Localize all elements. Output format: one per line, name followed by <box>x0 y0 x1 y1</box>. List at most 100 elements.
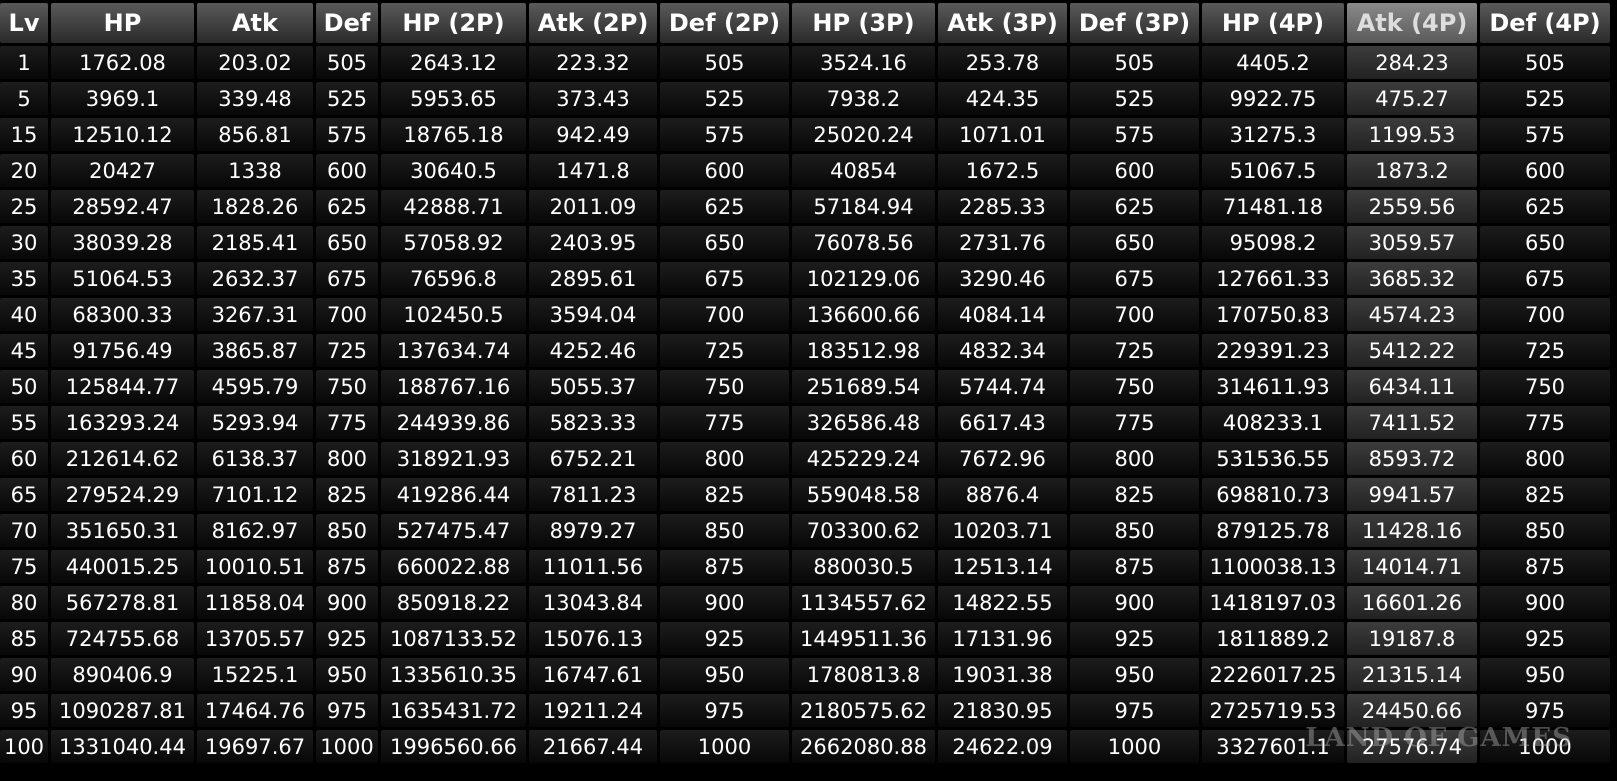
table-cell: 30 <box>0 226 48 259</box>
column-header: Def (3P) <box>1070 3 1199 43</box>
table-cell: 1071.01 <box>938 118 1067 151</box>
table-cell: 625 <box>1480 190 1610 223</box>
table-cell: 10203.71 <box>938 514 1067 547</box>
table-cell: 9922.75 <box>1202 82 1344 115</box>
table-cell: 3865.87 <box>197 334 313 367</box>
table-cell: 8162.97 <box>197 514 313 547</box>
table-cell: 91756.49 <box>51 334 194 367</box>
table-cell: 2632.37 <box>197 262 313 295</box>
table-cell: 950 <box>660 658 789 691</box>
table-cell: 975 <box>660 694 789 727</box>
table-cell: 7811.23 <box>529 478 657 511</box>
table-cell: 1996560.66 <box>381 730 526 763</box>
table-cell: 30640.5 <box>381 154 526 187</box>
column-header: Def (4P) <box>1480 3 1610 43</box>
table-cell: 65 <box>0 478 48 511</box>
table-cell: 875 <box>1480 550 1610 583</box>
table-cell: 505 <box>660 46 789 79</box>
table-cell: 525 <box>316 82 378 115</box>
table-cell: 2662080.88 <box>792 730 935 763</box>
watermark: LAND OF GAMES <box>1305 723 1572 753</box>
table-cell: 35 <box>0 262 48 295</box>
table-cell: 725 <box>660 334 789 367</box>
table-cell: 1090287.81 <box>51 694 194 727</box>
table-cell: 1100038.13 <box>1202 550 1344 583</box>
table-cell: 244939.86 <box>381 406 526 439</box>
table-cell: 700 <box>660 298 789 331</box>
column-header: Atk (2P) <box>529 3 657 43</box>
table-cell: 600 <box>316 154 378 187</box>
table-cell: 675 <box>1480 262 1610 295</box>
table-cell: 4405.2 <box>1202 46 1344 79</box>
table-cell: 183512.98 <box>792 334 935 367</box>
table-cell: 318921.93 <box>381 442 526 475</box>
table-cell: 16601.26 <box>1347 586 1477 619</box>
column-header: HP (2P) <box>381 3 526 43</box>
table-cell: 38039.28 <box>51 226 194 259</box>
table-cell: 7101.12 <box>197 478 313 511</box>
table-cell: 60 <box>0 442 48 475</box>
table-cell: 475.27 <box>1347 82 1477 115</box>
table-cell: 856.81 <box>197 118 313 151</box>
table-cell: 2559.56 <box>1347 190 1477 223</box>
table-cell: 525 <box>1480 82 1610 115</box>
table-cell: 625 <box>316 190 378 223</box>
table-cell: 20 <box>0 154 48 187</box>
table-cell: 203.02 <box>197 46 313 79</box>
table-cell: 70 <box>0 514 48 547</box>
table-cell: 750 <box>1480 370 1610 403</box>
table-cell: 505 <box>1070 46 1199 79</box>
table-cell: 6138.37 <box>197 442 313 475</box>
table-cell: 339.48 <box>197 82 313 115</box>
table-cell: 253.78 <box>938 46 1067 79</box>
table-cell: 408233.1 <box>1202 406 1344 439</box>
table-cell: 900 <box>1480 586 1610 619</box>
table-cell: 675 <box>660 262 789 295</box>
table-cell: 925 <box>1070 622 1199 655</box>
table-cell: 440015.25 <box>51 550 194 583</box>
table-cell: 660022.88 <box>381 550 526 583</box>
table-cell: 3290.46 <box>938 262 1067 295</box>
table-cell: 12513.14 <box>938 550 1067 583</box>
table-cell: 950 <box>1070 658 1199 691</box>
table-cell: 2180575.62 <box>792 694 935 727</box>
table-cell: 5823.33 <box>529 406 657 439</box>
column-header: HP (4P) <box>1202 3 1344 43</box>
table-cell: 15225.1 <box>197 658 313 691</box>
table-cell: 11011.56 <box>529 550 657 583</box>
table-cell: 850 <box>1480 514 1610 547</box>
table-cell: 890406.9 <box>51 658 194 691</box>
table-cell: 600 <box>1070 154 1199 187</box>
table-cell: 10010.51 <box>197 550 313 583</box>
table-cell: 1471.8 <box>529 154 657 187</box>
table-cell: 76078.56 <box>792 226 935 259</box>
table-cell: 925 <box>1480 622 1610 655</box>
table-cell: 12510.12 <box>51 118 194 151</box>
table-cell: 942.49 <box>529 118 657 151</box>
table-cell: 505 <box>316 46 378 79</box>
table-cell: 76596.8 <box>381 262 526 295</box>
table-cell: 975 <box>316 694 378 727</box>
table-cell: 2895.61 <box>529 262 657 295</box>
table-cell: 21315.14 <box>1347 658 1477 691</box>
table-cell: 419286.44 <box>381 478 526 511</box>
table-cell: 17131.96 <box>938 622 1067 655</box>
table-cell: 2226017.25 <box>1202 658 1344 691</box>
table-cell: 125844.77 <box>51 370 194 403</box>
table-cell: 223.32 <box>529 46 657 79</box>
table-cell: 675 <box>316 262 378 295</box>
table-cell: 1873.2 <box>1347 154 1477 187</box>
table-cell: 425229.24 <box>792 442 935 475</box>
table-cell: 1000 <box>316 730 378 763</box>
table-cell: 698810.73 <box>1202 478 1344 511</box>
table-cell: 326586.48 <box>792 406 935 439</box>
table-cell: 8593.72 <box>1347 442 1477 475</box>
table-cell: 5744.74 <box>938 370 1067 403</box>
table-cell: 42888.71 <box>381 190 526 223</box>
table-cell: 650 <box>1070 226 1199 259</box>
table-cell: 2403.95 <box>529 226 657 259</box>
table-cell: 575 <box>1480 118 1610 151</box>
table-cell: 4832.34 <box>938 334 1067 367</box>
table-cell: 251689.54 <box>792 370 935 403</box>
table-cell: 95098.2 <box>1202 226 1344 259</box>
